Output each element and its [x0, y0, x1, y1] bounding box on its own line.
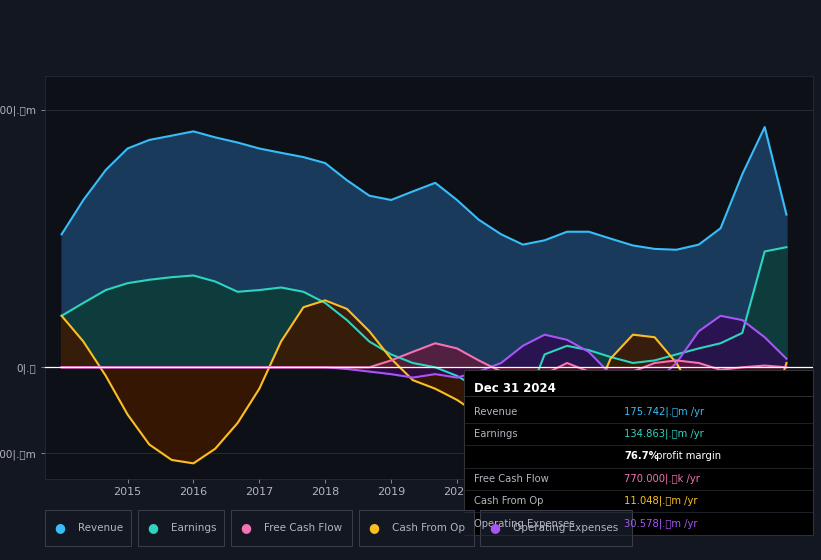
- Text: Dec 31 2024: Dec 31 2024: [474, 381, 556, 395]
- Text: Operating Expenses: Operating Expenses: [513, 523, 618, 533]
- Text: Operating Expenses: Operating Expenses: [474, 519, 574, 529]
- Text: ●: ●: [147, 521, 158, 534]
- Text: 175.742|.อm /yr: 175.742|.อm /yr: [624, 407, 704, 417]
- Text: Revenue: Revenue: [474, 407, 517, 417]
- Text: Cash From Op: Cash From Op: [392, 523, 465, 533]
- Text: ●: ●: [368, 521, 379, 534]
- Text: Free Cash Flow: Free Cash Flow: [264, 523, 342, 533]
- Text: ●: ●: [489, 521, 501, 534]
- Text: ●: ●: [240, 521, 251, 534]
- Text: profit margin: profit margin: [653, 451, 721, 461]
- Text: Earnings: Earnings: [171, 523, 216, 533]
- Text: Revenue: Revenue: [78, 523, 123, 533]
- Text: 76.7%: 76.7%: [624, 451, 658, 461]
- Text: 134.863|.อm /yr: 134.863|.อm /yr: [624, 429, 704, 439]
- Text: 11.048|.อm /yr: 11.048|.อm /yr: [624, 496, 698, 506]
- Text: Cash From Op: Cash From Op: [474, 496, 544, 506]
- Text: 770.000|.อk /yr: 770.000|.อk /yr: [624, 474, 699, 484]
- Text: Earnings: Earnings: [474, 429, 517, 439]
- Text: Free Cash Flow: Free Cash Flow: [474, 474, 548, 484]
- Text: 30.578|.อm /yr: 30.578|.อm /yr: [624, 519, 698, 529]
- Text: ●: ●: [54, 521, 66, 534]
